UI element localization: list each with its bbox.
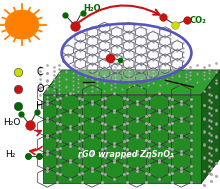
Ellipse shape: [62, 24, 191, 82]
Text: H₂O: H₂O: [84, 4, 101, 13]
Text: H: H: [36, 101, 44, 111]
Polygon shape: [43, 70, 220, 94]
Text: rGO wrapped ZnSnO₃: rGO wrapped ZnSnO₃: [77, 150, 173, 159]
Text: H₂: H₂: [6, 150, 16, 160]
Text: H₂O: H₂O: [3, 118, 21, 127]
Polygon shape: [43, 94, 201, 183]
Text: O: O: [36, 84, 44, 94]
Polygon shape: [201, 70, 220, 183]
Circle shape: [6, 10, 38, 39]
Text: CO₂: CO₂: [189, 16, 206, 25]
Text: C: C: [36, 67, 43, 77]
